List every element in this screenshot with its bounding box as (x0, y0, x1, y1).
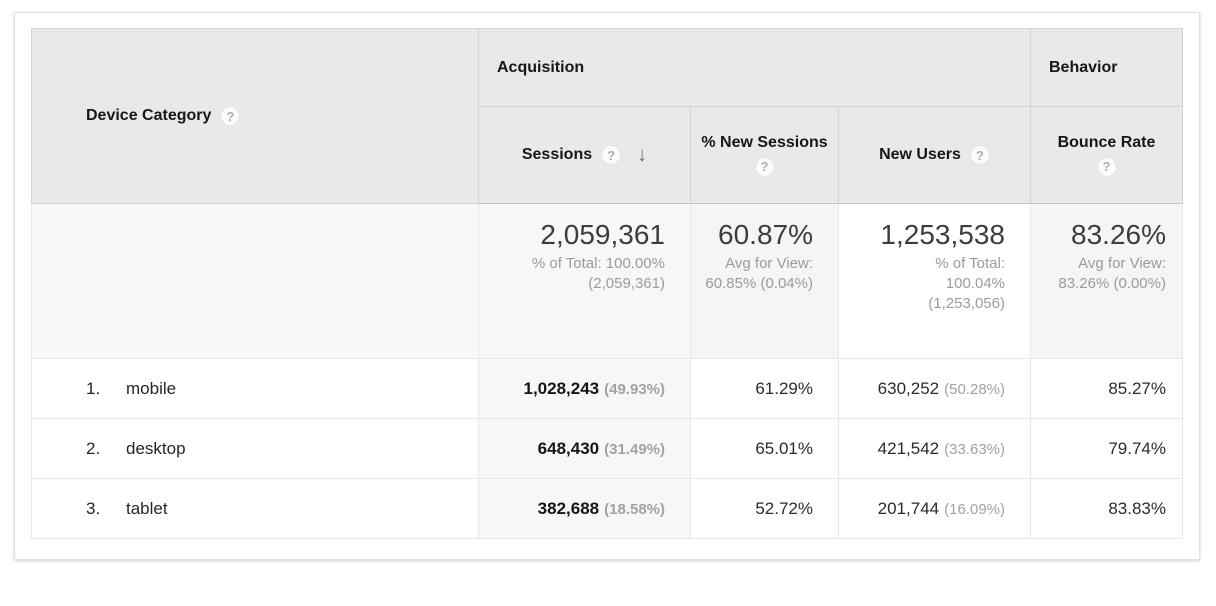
help-icon[interactable]: ? (220, 106, 241, 126)
sessions-value: 648,430 (537, 438, 600, 458)
bounce-rate-cell: 85.27% (1030, 358, 1183, 419)
pct-new-sessions-value: 65.01% (755, 438, 813, 458)
totals-sessions-note: % of Total: 100.00% (2,059,361) (531, 255, 665, 292)
analytics-report-card: Device Category? Acquisition Behavior Se… (14, 12, 1200, 560)
totals-pct-new-sessions-note: Avg for View: 60.85% (0.04%) (705, 255, 813, 292)
sessions-share: (49.93%) (604, 380, 665, 398)
help-icon[interactable]: ? (969, 145, 990, 165)
column-header-bounce-rate[interactable]: Bounce Rate ? (1030, 106, 1183, 204)
new-users-cell: 201,744 (16.09%) (838, 478, 1031, 539)
pct-new-sessions-cell: 52.72% (690, 478, 839, 539)
totals-pct-new-sessions-value: 60.87% (718, 219, 813, 250)
bounce-rate-cell: 79.74% (1030, 418, 1183, 479)
sessions-cell: 382,688 (18.58%) (478, 478, 691, 539)
pct-new-sessions-cell: 65.01% (690, 418, 839, 479)
new-users-label: New Users (879, 146, 961, 164)
column-header-pct-new-sessions[interactable]: % New Sessions ? (690, 106, 839, 204)
totals-new-users-note: % of Total: 100.04% (1,253,056) (928, 255, 1005, 312)
behavior-label: Behavior (1049, 58, 1118, 76)
column-header-device-category[interactable]: Device Category? (31, 28, 479, 204)
totals-row: 2,059,361 % of Total: 100.00% (2,059,361… (31, 203, 1183, 359)
bounce-rate-value: 79.74% (1108, 438, 1166, 458)
sessions-cell: 1,028,243 (49.93%) (478, 358, 691, 419)
new-users-value: 630,252 (877, 378, 940, 398)
sessions-value: 1,028,243 (523, 378, 600, 398)
sort-descending-icon[interactable]: ↓ (637, 143, 648, 166)
new-users-share: (16.09%) (944, 500, 1005, 518)
help-icon-wrap: ? (699, 156, 830, 177)
bounce-rate-label: Bounce Rate (1057, 133, 1156, 151)
acquisition-label: Acquisition (497, 58, 585, 76)
new-users-value: 201,744 (877, 498, 940, 518)
totals-pct-new-sessions-cell: 60.87% Avg for View: 60.85% (0.04%) (690, 203, 839, 359)
new-users-share: (50.28%) (944, 380, 1005, 398)
pct-new-sessions-value: 61.29% (755, 378, 813, 398)
sessions-cell: 648,430 (31.49%) (478, 418, 691, 479)
pct-new-sessions-cell: 61.29% (690, 358, 839, 419)
totals-sessions-cell: 2,059,361 % of Total: 100.00% (2,059,361… (478, 203, 691, 359)
device-category-table: Device Category? Acquisition Behavior Se… (31, 28, 1183, 539)
totals-sessions-value: 2,059,361 (540, 219, 665, 250)
bounce-rate-cell: 83.83% (1030, 478, 1183, 539)
row-rank: 3. (86, 498, 101, 518)
pct-new-sessions-value: 52.72% (755, 498, 813, 518)
totals-new-users-cell: 1,253,538 % of Total: 100.04% (1,253,056… (838, 203, 1031, 359)
row-label-cell: 2. desktop (31, 418, 479, 479)
column-header-sessions[interactable]: Sessions? ↓ (478, 106, 691, 204)
new-users-cell: 421,542 (33.63%) (838, 418, 1031, 479)
help-icon[interactable]: ? (754, 156, 775, 177)
group-header-acquisition: Acquisition (478, 28, 1031, 107)
row-label-tablet[interactable]: tablet (126, 498, 168, 518)
totals-bounce-rate-note: Avg for View: 83.26% (0.00%) (1058, 255, 1166, 292)
header-metric-row: Sessions? ↓ % New Sessions ? New Users? B… (32, 106, 1183, 204)
column-header-new-users[interactable]: New Users? (838, 106, 1031, 204)
table-row-tablet[interactable]: 3. tablet 382,688 (18.58%) 52.72% 201,744(… (31, 478, 1183, 539)
sessions-label: Sessions (521, 146, 593, 164)
header-group-row: Device Category? Acquisition Behavior (31, 28, 1183, 204)
sessions-share: (31.49%) (604, 440, 665, 458)
device-category-label: Device Category (86, 107, 212, 125)
totals-bounce-rate-cell: 83.26% Avg for View: 83.26% (0.00%) (1030, 203, 1183, 359)
group-header-behavior: Behavior (1030, 28, 1183, 107)
help-icon[interactable]: ? (1096, 156, 1117, 177)
row-rank: 1. (86, 378, 101, 398)
pct-new-sessions-label: % New Sessions (701, 133, 828, 151)
new-users-share: (33.63%) (944, 440, 1005, 458)
new-users-value: 421,542 (877, 438, 940, 458)
row-label-mobile[interactable]: mobile (126, 378, 177, 398)
sessions-value: 382,688 (537, 498, 600, 518)
sessions-share: (18.58%) (604, 500, 665, 518)
row-label-cell: 1. mobile (31, 358, 479, 419)
totals-new-users-value: 1,253,538 (880, 219, 1005, 250)
help-icon-wrap: ? (1039, 156, 1174, 177)
totals-bounce-rate-value: 83.26% (1071, 219, 1166, 250)
table-row-desktop[interactable]: 2. desktop 648,430 (31.49%) 65.01% 421,542… (31, 418, 1183, 479)
totals-empty-cell (31, 203, 479, 359)
new-users-cell: 630,252 (50.28%) (838, 358, 1031, 419)
row-label-cell: 3. tablet (31, 478, 479, 539)
row-label-desktop[interactable]: desktop (126, 438, 186, 458)
table-row-mobile[interactable]: 1. mobile 1,028,243 (49.93%) 61.29% 630,25… (31, 358, 1183, 419)
help-icon[interactable]: ? (601, 145, 622, 165)
bounce-rate-value: 85.27% (1108, 378, 1166, 398)
bounce-rate-value: 83.83% (1108, 498, 1166, 518)
row-rank: 2. (86, 438, 101, 458)
